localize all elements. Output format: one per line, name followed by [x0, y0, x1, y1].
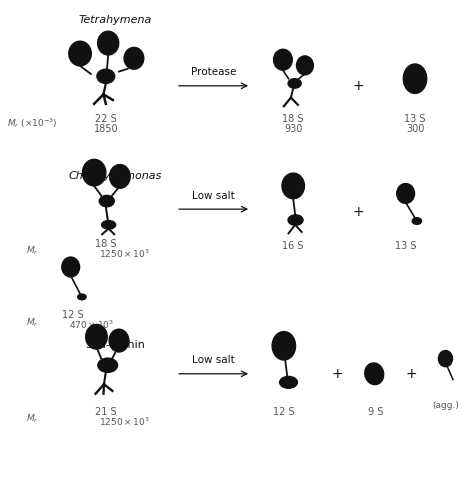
Ellipse shape [280, 376, 297, 388]
Text: $1250\times10^3$: $1250\times10^3$ [99, 416, 150, 428]
Text: 13 S: 13 S [395, 241, 416, 251]
Text: 9 S: 9 S [367, 407, 383, 417]
Text: 300: 300 [406, 124, 424, 134]
Text: $470\times10^3$: $470\times10^3$ [69, 319, 114, 331]
Text: $M_r$: $M_r$ [26, 245, 39, 257]
Text: 21 S: 21 S [95, 407, 117, 417]
Text: $M_r\ (\times10^{-3})$: $M_r\ (\times10^{-3})$ [8, 116, 58, 130]
Text: Protease: Protease [191, 67, 236, 77]
Ellipse shape [397, 183, 415, 204]
Text: +: + [353, 204, 365, 218]
Text: 18 S: 18 S [283, 114, 304, 124]
Text: $1250\times10^3$: $1250\times10^3$ [99, 247, 150, 260]
Text: 16 S: 16 S [283, 241, 304, 251]
Ellipse shape [109, 165, 130, 188]
Ellipse shape [288, 79, 301, 88]
Text: Low salt: Low salt [192, 191, 235, 201]
Text: +: + [332, 367, 344, 381]
Text: 12 S: 12 S [62, 310, 84, 320]
Ellipse shape [365, 363, 384, 384]
Ellipse shape [78, 294, 86, 300]
Text: Chlamydomonas: Chlamydomonas [69, 171, 162, 181]
Ellipse shape [62, 257, 80, 277]
Text: Tetrahymena: Tetrahymena [79, 14, 152, 24]
Text: 930: 930 [284, 124, 302, 134]
Ellipse shape [282, 173, 304, 199]
Text: Low salt: Low salt [192, 355, 235, 365]
Ellipse shape [82, 159, 106, 186]
Ellipse shape [69, 41, 91, 66]
Ellipse shape [297, 56, 313, 75]
Ellipse shape [412, 218, 421, 224]
Ellipse shape [272, 332, 296, 360]
Ellipse shape [273, 49, 292, 70]
Ellipse shape [86, 324, 107, 349]
Text: +: + [405, 367, 417, 381]
Text: (agg.): (agg.) [432, 401, 459, 410]
Ellipse shape [438, 350, 453, 367]
Text: +: + [353, 79, 365, 93]
Text: 13 S: 13 S [404, 114, 426, 124]
Ellipse shape [124, 48, 144, 69]
Text: 22 S: 22 S [95, 114, 117, 124]
Text: 1850: 1850 [93, 124, 118, 134]
Text: 18 S: 18 S [95, 239, 117, 249]
Ellipse shape [98, 358, 118, 372]
Text: 12 S: 12 S [273, 407, 295, 417]
Text: Sea-urchin: Sea-urchin [85, 340, 145, 349]
Ellipse shape [288, 215, 303, 225]
Ellipse shape [97, 69, 115, 84]
Ellipse shape [109, 329, 129, 352]
Text: $M_r$: $M_r$ [26, 316, 39, 329]
Ellipse shape [403, 64, 427, 94]
Ellipse shape [99, 195, 114, 207]
Ellipse shape [98, 31, 118, 55]
Ellipse shape [101, 220, 116, 229]
Text: $M_r$: $M_r$ [26, 413, 39, 425]
